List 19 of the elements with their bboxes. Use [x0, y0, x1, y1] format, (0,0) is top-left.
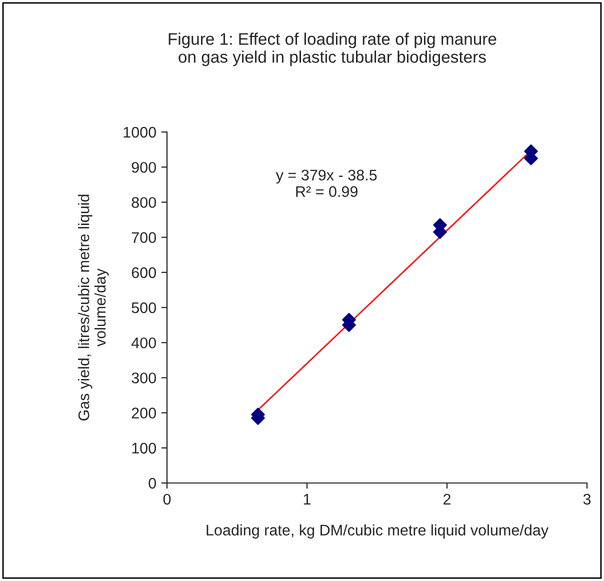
y-tick-label: 700: [132, 232, 156, 243]
y-tick-label: 500: [132, 302, 156, 314]
x-tick-label: 2: [444, 494, 450, 504]
x-axis-title: Loading rate, kg DM/cubic metre liquid volume/day: [206, 524, 549, 539]
y-tick-label: 600: [132, 267, 156, 278]
x-tick-label: 3: [583, 494, 591, 505]
annotation: y = 379x - 38.5 R² = 0.99: [276, 170, 377, 197]
y-axis-title: Gas yield, litres/cubic metre liquid volume/day: [78, 194, 109, 421]
x-tick-label: 0: [163, 494, 171, 505]
y-tick-label: 300: [132, 372, 156, 384]
y-tick-label: 0: [148, 478, 156, 489]
y-tick-label: 900: [132, 162, 156, 173]
y-tick-label: 1000: [124, 126, 156, 138]
x-tick-label: 1: [304, 494, 311, 504]
y-tick-label: 100: [132, 442, 156, 454]
chart-title: Figure 1: Effect of loading rate of pig manure on gas yield in plastic tubular biodigesters: [168, 32, 496, 66]
y-tick-label: 400: [131, 337, 156, 348]
y-tick-label: 200: [132, 408, 156, 418]
y-tick-label: 800: [132, 197, 156, 208]
